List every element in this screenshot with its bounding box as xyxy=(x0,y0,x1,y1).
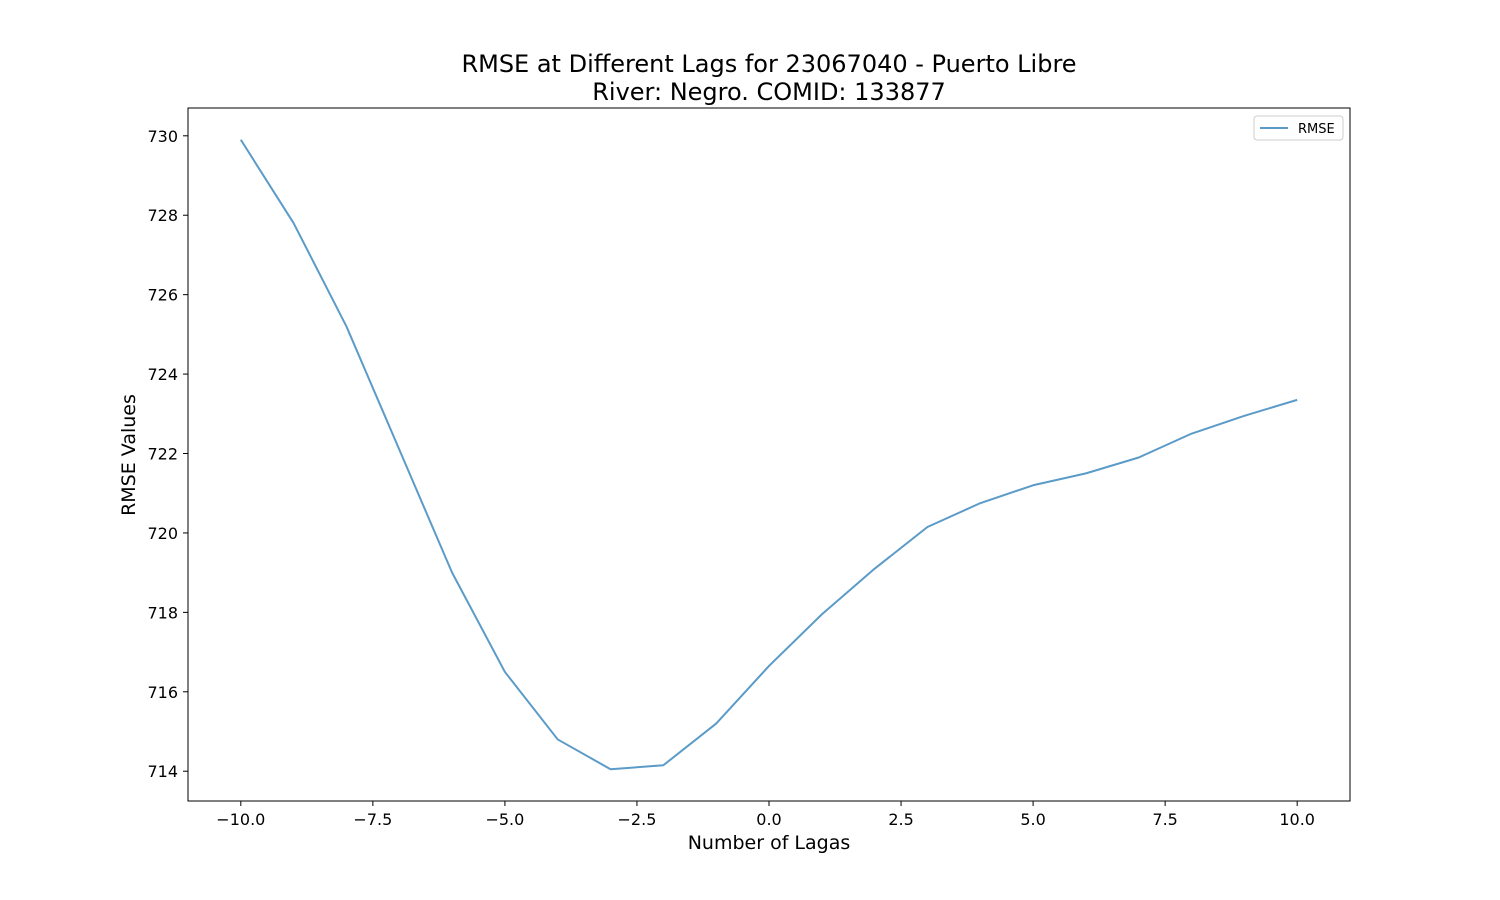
y-tick-label: 728 xyxy=(147,206,178,225)
series-line-rmse xyxy=(239,139,1298,771)
y-tick-label: 724 xyxy=(147,365,178,384)
chart-title: RMSE at Different Lags for 23067040 - Pu… xyxy=(461,50,1076,78)
series-layer xyxy=(239,139,1298,771)
plot-area xyxy=(187,107,1351,802)
x-tick-label: 0.0 xyxy=(756,810,781,829)
x-tick-label: 2.5 xyxy=(888,810,913,829)
y-tick-label: 720 xyxy=(147,524,178,543)
x-tick-label: 5.0 xyxy=(1020,810,1045,829)
legend: RMSE xyxy=(1253,115,1344,141)
y-axis-ticks: 714 716 718 720 722 724 726 728 730 xyxy=(147,127,188,781)
y-tick-label: 716 xyxy=(147,683,178,702)
y-tick-label: 718 xyxy=(147,603,178,622)
legend-label: RMSE xyxy=(1298,122,1335,137)
x-tick-label: −2.5 xyxy=(618,810,657,829)
y-tick-label: 714 xyxy=(147,762,178,781)
chart-subtitle: River: Negro. COMID: 133877 xyxy=(592,78,946,106)
y-tick-label: 730 xyxy=(147,127,178,146)
x-axis-label: Number of Lagas xyxy=(688,832,851,854)
y-tick-label: 722 xyxy=(147,445,178,464)
x-tick-label: −5.0 xyxy=(485,810,524,829)
x-tick-label: 10.0 xyxy=(1279,810,1315,829)
y-tick-label: 726 xyxy=(147,286,178,305)
x-tick-label: 7.5 xyxy=(1152,810,1177,829)
legend-box xyxy=(1253,115,1344,141)
x-tick-label: −10.0 xyxy=(216,810,265,829)
x-axis-ticks: −10.0 −7.5 −5.0 −2.5 0.0 2.5 5.0 7.5 10.0 xyxy=(216,801,1315,829)
x-tick-label: −7.5 xyxy=(353,810,392,829)
y-axis-label: RMSE Values xyxy=(118,394,140,516)
axes-frame xyxy=(187,107,1351,802)
